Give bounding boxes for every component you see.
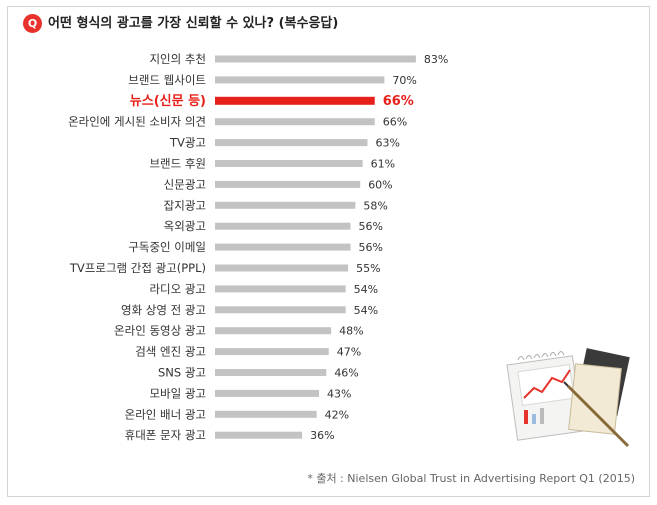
bar [215, 160, 363, 167]
bar [215, 118, 375, 126]
value-label: 47% [337, 346, 361, 359]
category-label: 뉴스(신문 등) [130, 94, 206, 109]
value-label: 54% [354, 304, 378, 317]
bar [215, 222, 351, 230]
bar [215, 327, 332, 335]
question-badge: Q [23, 14, 42, 33]
category-label: 온라인 동영상 광고 [114, 324, 206, 338]
bar [215, 243, 351, 251]
category-label: 잡지광고 [164, 198, 206, 212]
value-label: 66% [383, 94, 414, 109]
category-label: SNS 광고 [158, 366, 206, 380]
value-label: 46% [334, 367, 358, 380]
value-label: 55% [356, 262, 380, 275]
category-label: 신문광고 [164, 177, 206, 191]
category-label: TV프로그램 간접 광고(PPL) [69, 261, 206, 275]
source-note: * 출처 : Nielsen Global Trust in Advertisi… [307, 472, 635, 485]
category-label: 브랜드 웹사이트 [128, 73, 206, 87]
bar [215, 55, 416, 63]
value-label: 36% [310, 429, 334, 442]
pen-icon [563, 381, 630, 448]
value-label: 61% [371, 158, 395, 171]
value-label: 48% [339, 325, 363, 338]
bar [215, 201, 356, 209]
category-label: 영화 상영 전 광고 [121, 303, 206, 317]
report-illustration [506, 348, 630, 448]
category-label: 휴대폰 문자 광고 [125, 428, 206, 442]
bar [215, 139, 368, 147]
category-label: 옥외광고 [164, 219, 206, 233]
bar [215, 348, 329, 356]
bar [215, 180, 361, 188]
highlighted-bar [215, 96, 375, 105]
bar [215, 264, 349, 272]
question-title: 어떤 형식의 광고를 가장 신뢰할 수 있나? (복수응답) [48, 16, 339, 31]
category-label: 검색 엔진 광고 [135, 345, 206, 359]
notebook-icon [568, 348, 630, 435]
bar [215, 389, 320, 397]
value-label: 42% [325, 408, 349, 421]
value-label: 70% [392, 74, 416, 87]
value-label: 60% [368, 178, 392, 191]
value-label: 58% [363, 199, 387, 212]
category-label: 모바일 광고 [149, 386, 206, 400]
value-label: 63% [375, 137, 399, 150]
category-label: 지인의 추천 [149, 52, 206, 66]
value-label: 56% [359, 241, 383, 254]
clipboard-icon [506, 351, 584, 441]
value-label: 56% [359, 220, 383, 233]
category-label: 브랜드 후원 [149, 157, 206, 171]
value-label: 43% [327, 387, 351, 400]
category-label: 구독중인 이메일 [128, 240, 206, 254]
value-label: 66% [383, 116, 407, 129]
value-label: 54% [354, 283, 378, 296]
bar [215, 369, 327, 376]
bar [215, 306, 346, 314]
value-label: 83% [424, 53, 448, 66]
bar [215, 76, 385, 84]
bar [215, 431, 303, 439]
bar [215, 410, 317, 418]
category-label: 온라인 배너 광고 [125, 407, 206, 421]
category-label: 라디오 광고 [149, 282, 206, 296]
category-label: 온라인에 게시된 소비자 의견 [68, 115, 206, 129]
category-label: TV광고 [169, 136, 206, 150]
bar [215, 285, 346, 293]
